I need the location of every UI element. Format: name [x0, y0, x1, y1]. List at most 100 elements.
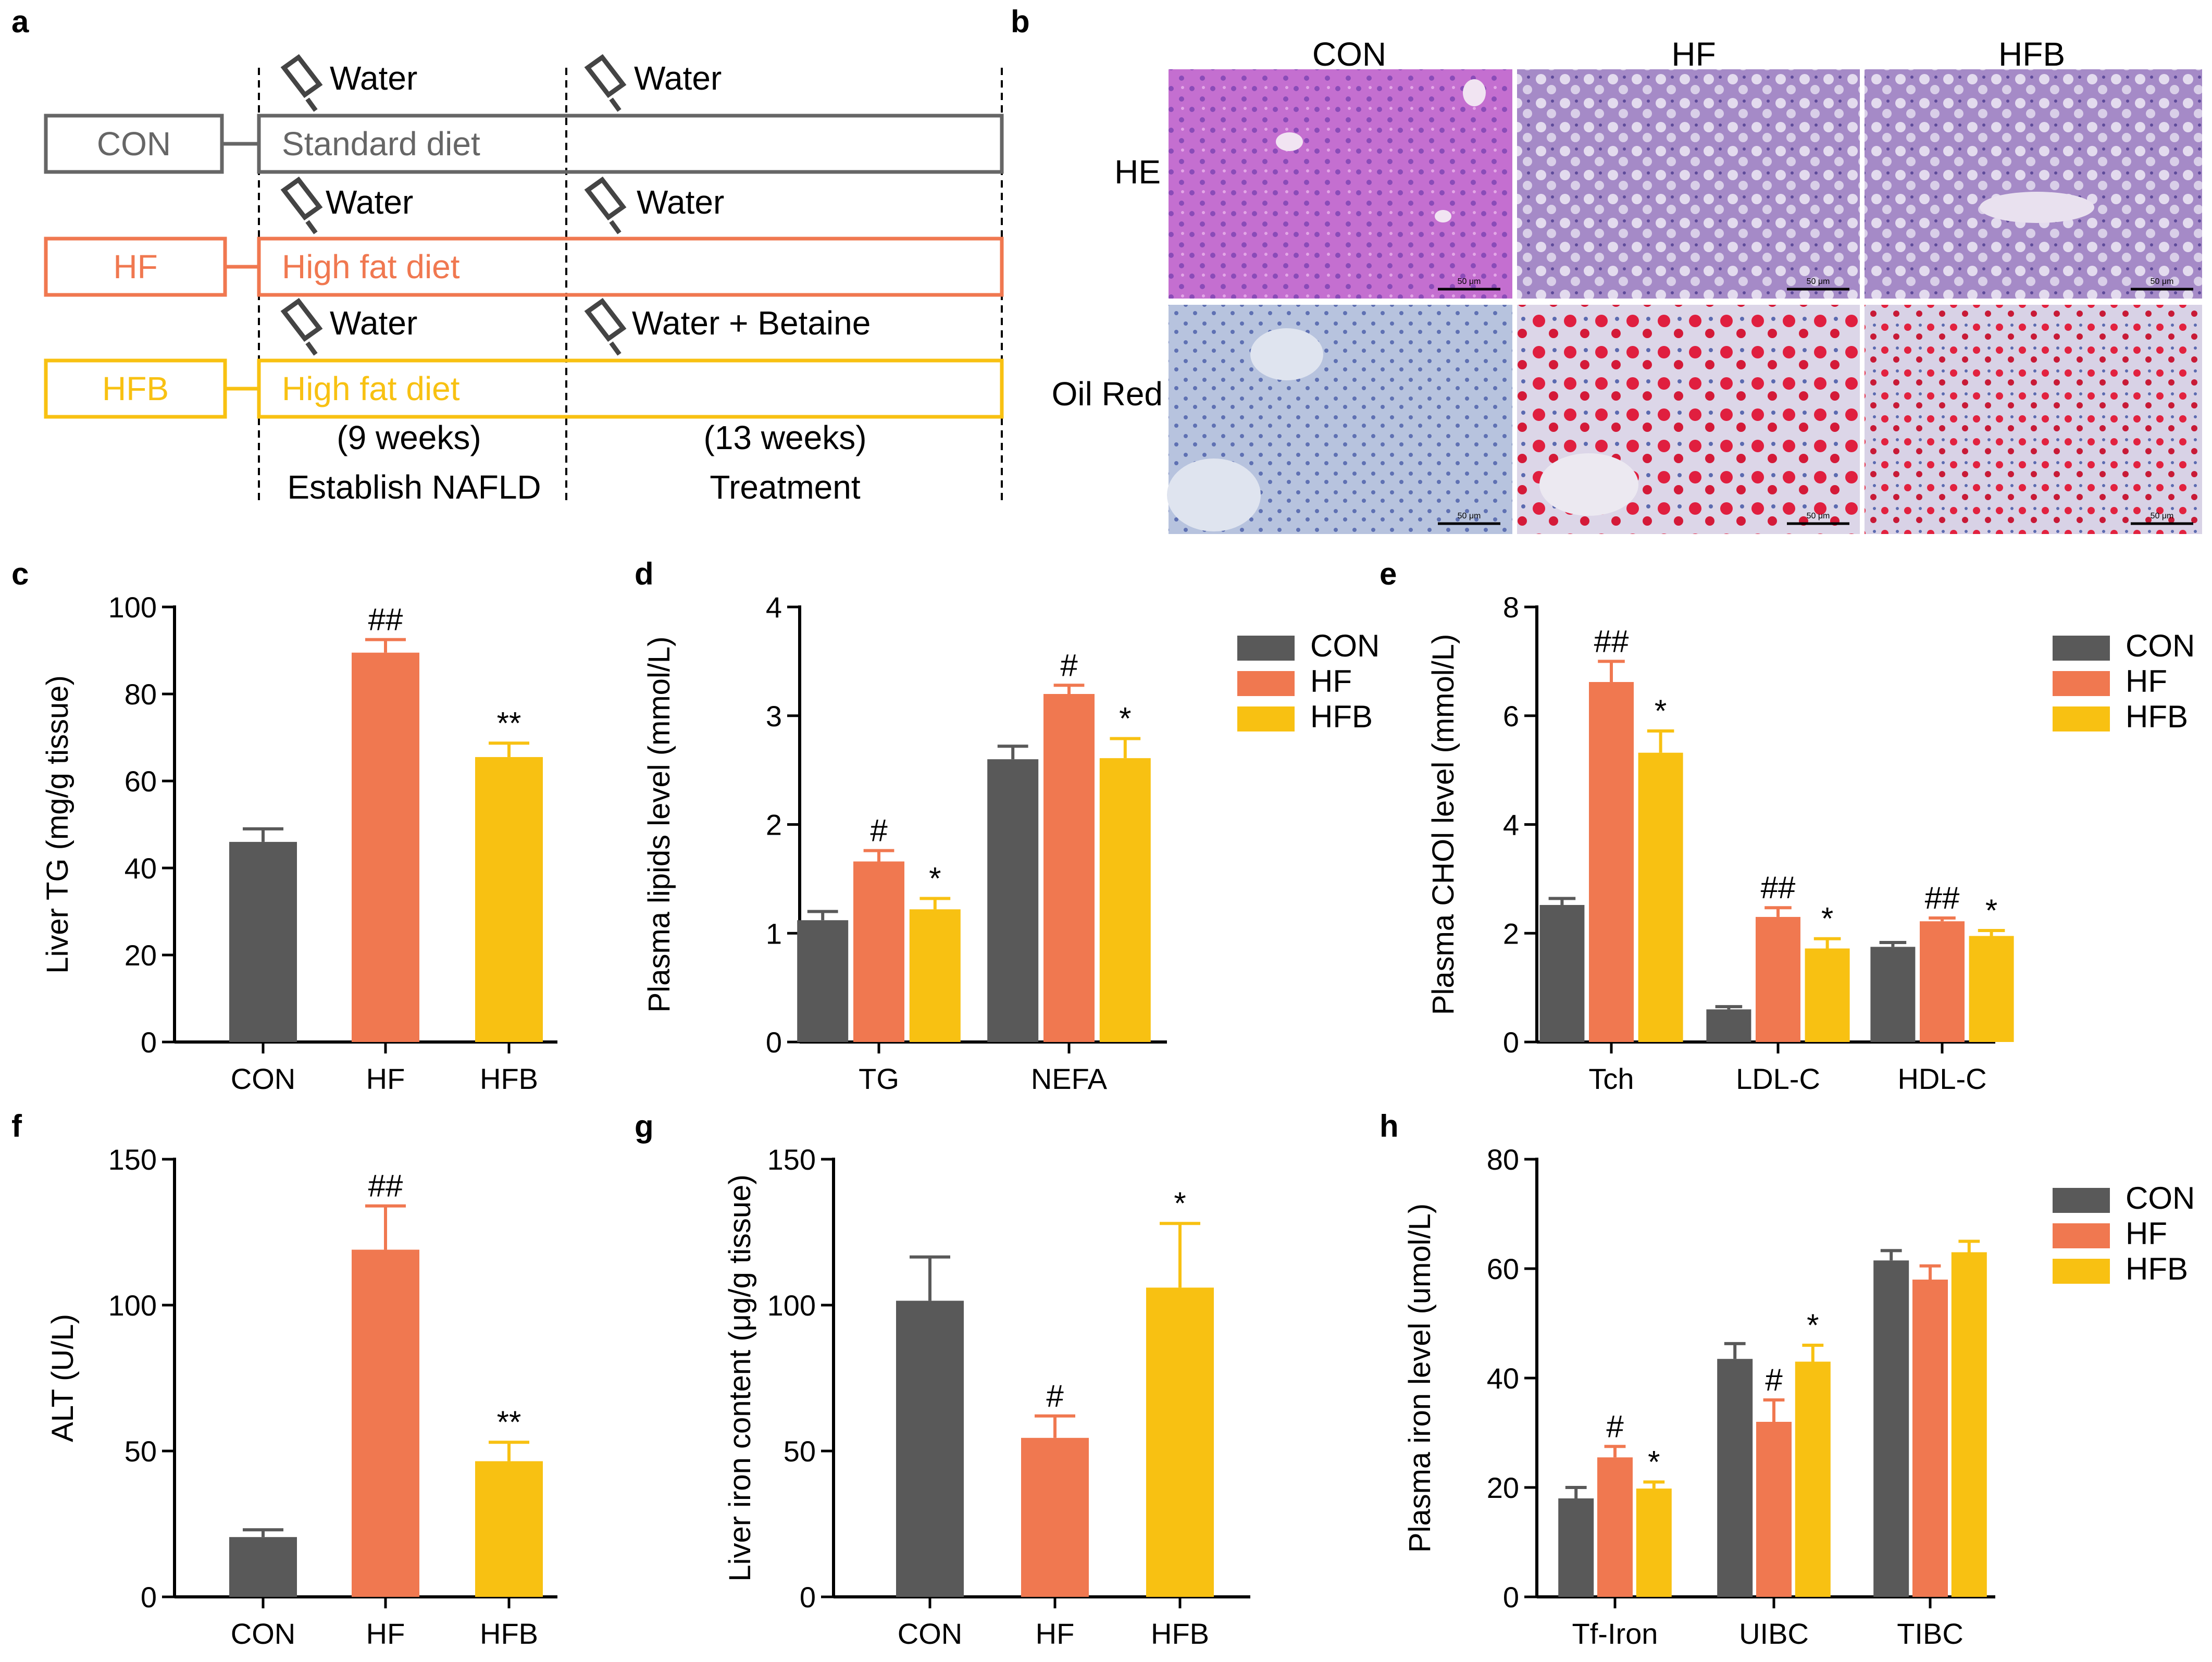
y-tick-label: 1 [766, 917, 782, 950]
legend-swatch [1237, 671, 1295, 696]
bar [896, 1300, 964, 1597]
y-tick-label: 50 [784, 1435, 816, 1468]
bar [1795, 1361, 1831, 1597]
chart-plasma-lipids: 0 1 2 3 4 Plasma lipids level (mmol/L) TG NEFA #… [642, 591, 1380, 1095]
bar [352, 1249, 419, 1597]
legend-label: HF [2126, 1216, 2167, 1251]
x-tick-label: CON [231, 1617, 295, 1650]
micrograph-oilred-con [1167, 305, 1512, 534]
bar [1043, 694, 1095, 1042]
bar [229, 1537, 297, 1597]
schematic-row-hfb: Water Water + Betaine HFB High fat diet [44, 297, 1004, 419]
chart-plasma-chol: 0 2 4 6 8 Plasma CHOl level (mmol/L) Tch LDL-C H… [1426, 591, 2195, 1095]
significance-label: * [1821, 901, 1833, 936]
bottle-icon [280, 176, 323, 234]
y-tick-label: 0 [1503, 1026, 1519, 1059]
panel-label-e: e [1380, 556, 1397, 591]
bar [1805, 948, 1850, 1042]
bottle-icon [280, 54, 323, 112]
significance-label: ## [368, 602, 403, 637]
micrograph-he-hf [1517, 69, 1860, 299]
x-tick-label: TG [859, 1062, 899, 1095]
legend-swatch [1237, 706, 1295, 731]
significance-label: # [1765, 1362, 1783, 1397]
scale-bar-label: 50 μm [1807, 512, 1830, 520]
legend-swatch [2053, 636, 2110, 661]
significance-label: # [1046, 1379, 1064, 1413]
histology-panel: CON HF HFB HE Oil Red 50 μm [1052, 35, 2202, 534]
bar [1597, 1457, 1633, 1597]
x-tick-label: Tf-Iron [1572, 1617, 1658, 1650]
bar [1706, 1009, 1751, 1042]
significance-label: * [929, 861, 941, 896]
schematic-panel: Water Water CON Standard diet Water W [44, 54, 1004, 506]
panel-label-h: h [1380, 1109, 1399, 1144]
x-tick-label: HF [366, 1617, 405, 1650]
bar [987, 759, 1039, 1042]
bar [1099, 758, 1151, 1042]
bar [1873, 1260, 1909, 1597]
y-tick-label: 0 [800, 1581, 816, 1614]
y-tick-label: 80 [125, 678, 157, 711]
y-tick-label: 4 [1503, 809, 1519, 841]
bar [1756, 916, 1800, 1042]
bar [352, 652, 419, 1042]
hf-diet-label: High fat diet [282, 248, 460, 286]
legend-swatch [2053, 706, 2110, 731]
y-tick-label: 40 [125, 852, 157, 885]
panel-label-a: a [11, 4, 29, 39]
bar [1539, 904, 1585, 1042]
panel-label-f: f [11, 1109, 22, 1144]
y-tick-label: 100 [108, 591, 157, 624]
hf-group-label: HF [113, 248, 157, 286]
y-tick-label: 8 [1503, 591, 1519, 624]
significance-label: # [1060, 648, 1078, 683]
panel-label-g: g [635, 1109, 654, 1144]
significance-label: ## [368, 1169, 403, 1204]
bar [1912, 1280, 1948, 1597]
bottle-icon [584, 54, 627, 112]
legend-swatch [2053, 1259, 2110, 1284]
significance-label: ## [1925, 880, 1960, 915]
scale-bar-label: 50 μm [2151, 277, 2174, 286]
scale-bar: 50 μm [2131, 512, 2193, 525]
x-tick-label: HFB [1151, 1617, 1209, 1650]
histology-col-hf: HF [1671, 35, 1716, 73]
hfb-drink-phase2: Water + Betaine [632, 304, 871, 342]
panel-label-d: d [635, 556, 654, 591]
bar [1756, 1422, 1792, 1597]
bar [909, 909, 961, 1042]
y-tick-label: 100 [108, 1289, 157, 1322]
micrograph-oilred-hfb [1865, 305, 2202, 534]
y-tick-label: 20 [1487, 1471, 1519, 1504]
panel-label-c: c [11, 556, 29, 591]
x-tick-label: CON [898, 1617, 962, 1650]
bar [1969, 936, 2014, 1042]
bar [229, 841, 297, 1042]
significance-label: * [1174, 1186, 1186, 1221]
bar [1021, 1437, 1089, 1597]
scale-bar-label: 50 μm [2151, 512, 2174, 520]
hfb-group-label: HFB [102, 370, 169, 407]
histology-col-con: CON [1312, 35, 1386, 73]
legend-label: HFB [1310, 699, 1373, 734]
y-tick-label: 60 [1487, 1252, 1519, 1285]
y-tick-label: 4 [766, 591, 782, 624]
y-tick-label: 2 [1503, 917, 1519, 950]
panel-label-b: b [1011, 4, 1030, 39]
bottle-icon [280, 297, 323, 356]
y-tick-label: 80 [1487, 1143, 1519, 1176]
chart-alt: 0 50 100 150 ALT (U/L) CON HF HFB ## ** [46, 1143, 557, 1650]
x-tick-label: TIBC [1897, 1617, 1964, 1650]
legend-swatch [1237, 636, 1295, 661]
bar [797, 920, 849, 1042]
chart-plasma-iron: 0 20 40 60 80 Plasma iron level (umol/L) Tf-Ir… [1403, 1143, 2195, 1650]
x-tick-label: HDL-C [1897, 1062, 1986, 1095]
bar [1589, 682, 1634, 1042]
bar [1920, 921, 1965, 1042]
schematic-row-hf: Water Water HF High fat diet [44, 176, 1004, 297]
y-tick-label: 6 [1503, 700, 1519, 733]
significance-label: * [1807, 1308, 1819, 1343]
bar [1638, 752, 1683, 1042]
scale-bar-label: 50 μm [1458, 277, 1481, 286]
